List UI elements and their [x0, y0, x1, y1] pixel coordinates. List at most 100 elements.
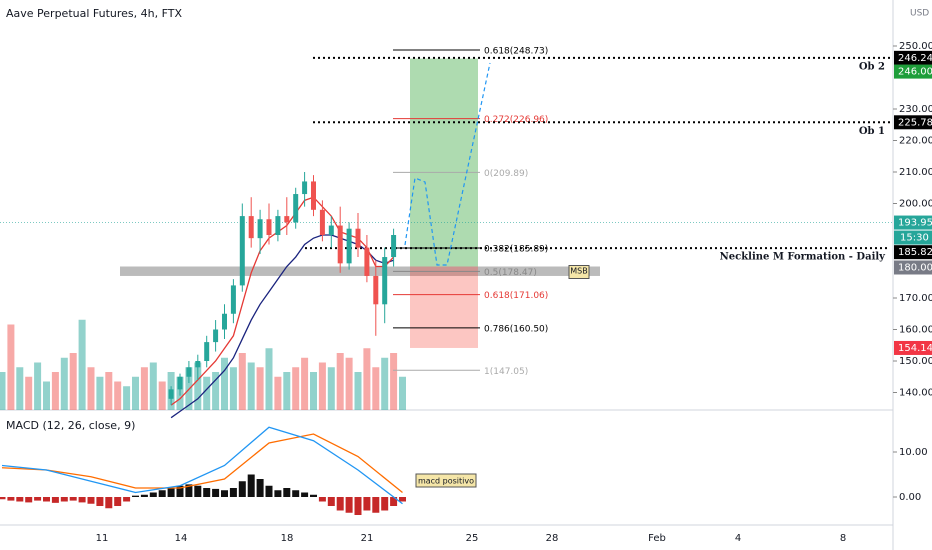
volume-bar: [158, 381, 166, 410]
projection-arrow: [404, 62, 491, 266]
volume-bar: [399, 376, 406, 410]
macd-histogram-bar: [140, 494, 148, 497]
macd-histogram-bar: [114, 497, 122, 506]
volume-bar: [390, 353, 398, 410]
candle-body: [319, 209, 325, 235]
chart-title: Aave Perpetual Futures, 4h, FTX: [6, 7, 182, 20]
volume-bar: [327, 367, 335, 410]
y-tick-label: 210.00: [899, 167, 932, 178]
candle-body: [266, 219, 272, 235]
currency[interactable]: USD: [910, 9, 929, 19]
volume-bar: [203, 376, 211, 410]
volume-bar: [78, 319, 86, 410]
level-label: Ob 2: [859, 61, 885, 72]
volume-bar: [60, 357, 68, 410]
macd-histogram-bar: [212, 488, 220, 497]
macd-histogram-bar: [310, 494, 317, 497]
price-tag-label: 246.00: [898, 67, 932, 78]
macd-histogram-bar: [149, 492, 157, 497]
level-label: Neckline M Formation - Daily: [720, 252, 887, 263]
volume-bar: [229, 367, 237, 410]
y-tick-label: 170.00: [899, 293, 932, 304]
fib-label: 0.618(248.73): [484, 47, 548, 57]
volume-bar: [265, 348, 273, 410]
zone-label: MSB: [570, 267, 587, 276]
candle-body: [275, 216, 281, 235]
macd-histogram-bar: [265, 485, 273, 497]
y-tick-label: 230.00: [899, 104, 932, 115]
price-tag: [894, 64, 932, 79]
candle-body: [239, 216, 245, 286]
volume-bar: [221, 357, 228, 410]
fib-label: 0.618(171.06): [484, 291, 548, 301]
macd-histogram-bar: [247, 474, 255, 497]
x-tick-label: 21: [361, 533, 374, 544]
volume-bar: [96, 376, 104, 410]
fib-label: 0.272(226.96): [484, 115, 548, 125]
volume-bar: [140, 367, 148, 410]
macd-histogram-bar: [390, 497, 398, 506]
volume-bar: [238, 353, 246, 410]
y-tick-label: 140.00: [899, 388, 932, 399]
macd-histogram-bar: [345, 497, 353, 513]
macd-histogram-bar: [43, 497, 50, 502]
candle-body: [195, 361, 201, 368]
macd-histogram-bar: [60, 497, 68, 502]
support-zone: [120, 266, 600, 276]
candle-body: [230, 285, 236, 314]
macd-histogram-bar: [16, 497, 24, 502]
macd-histogram-bar: [158, 490, 166, 497]
y-tick-label: 250.00: [899, 41, 932, 52]
volume-bar: [0, 372, 6, 410]
macd-histogram-bar: [336, 497, 344, 511]
y-tick-label: 220.00: [899, 136, 932, 147]
x-tick-label: 25: [466, 533, 479, 544]
fib-label: 0.382(185.89): [484, 244, 548, 254]
macd-histogram-bar: [292, 490, 300, 497]
macd-histogram-bar: [51, 497, 59, 503]
volume-bar: [247, 362, 255, 410]
x-tick-label: 4: [735, 533, 741, 544]
volume-bar: [363, 348, 371, 410]
y-tick-label: 0.00: [899, 492, 921, 503]
macd-histogram-bar: [194, 485, 202, 497]
countdown-label: 15:30: [900, 233, 929, 244]
price-tag: [894, 340, 932, 355]
macd-histogram-bar: [354, 497, 362, 515]
volume-bar: [25, 376, 33, 410]
volume-bar: [372, 367, 380, 410]
volume-bar: [149, 362, 157, 410]
price-tag-label: 246.24: [898, 53, 932, 64]
note-box: [415, 473, 477, 488]
volume-bar: [283, 372, 291, 410]
volume-bar: [336, 353, 344, 410]
macd-histogram-bar: [176, 485, 184, 497]
y-tick-label: 160.00: [899, 325, 932, 336]
y-tick-label: 200.00: [899, 199, 932, 210]
volume-bar: [354, 372, 362, 410]
macd-histogram-bar: [327, 497, 335, 506]
price-tag: [894, 115, 932, 130]
fib-label: 1(147.05): [484, 367, 528, 377]
volume-bar: [381, 357, 389, 410]
y-tick-label: 10.00: [899, 447, 928, 458]
price-tag-label: 225.78: [898, 117, 932, 128]
price-tag: [894, 215, 932, 230]
candle-body: [222, 313, 227, 330]
price-tag-label: 193.95: [898, 218, 932, 229]
volume-bar: [318, 362, 326, 410]
volume-bar: [194, 362, 202, 410]
volume-bar: [7, 324, 15, 410]
volume-bar: [212, 372, 220, 410]
fib-label: 0(209.89): [484, 169, 528, 179]
volume-bar: [256, 367, 264, 410]
macd-histogram-bar: [132, 495, 139, 497]
loss-zone: [410, 266, 478, 348]
countdown-tag: [894, 230, 932, 245]
macd-histogram-bar: [238, 481, 246, 497]
y-tick-label: 150.00: [899, 356, 932, 367]
volume-bar: [114, 381, 122, 410]
x-tick-label: 11: [96, 533, 109, 544]
x-tick-label: 14: [175, 533, 188, 544]
